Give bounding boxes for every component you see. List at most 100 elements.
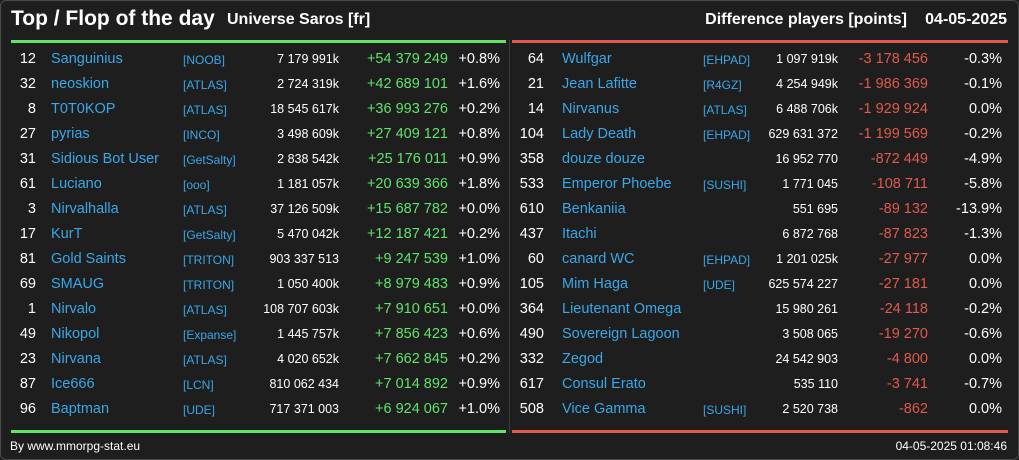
player-name-link[interactable]: Jean Lafitte <box>562 76 637 92</box>
flop-player-row: 60 canard WC [EHPAD] 1 201 025k -27 977 0.0% <box>512 247 1010 272</box>
page-title: Top / Flop of the day <box>11 7 215 30</box>
player-points: 18 545 617k <box>270 102 339 116</box>
points-difference: -862 <box>898 401 928 417</box>
alliance-tag[interactable]: [Expanse] <box>183 328 237 342</box>
player-points: 5 470 042k <box>277 227 339 241</box>
top-player-row: 32 neoskion [ATLAS] 2 724 319k +42 689 101 +1… <box>8 72 506 97</box>
player-points: 4 254 949k <box>776 77 838 91</box>
flop-players-list: 64 Wulfgar [EHPAD] 1 097 919k -3 178 456 -0.3… <box>512 47 1010 422</box>
alliance-tag[interactable]: [ATLAS] <box>183 303 227 317</box>
alliance-tag[interactable]: [ooo] <box>183 178 210 192</box>
alliance-tag[interactable]: [EHPAD] <box>703 253 751 267</box>
alliance-tag[interactable]: [SUSHI] <box>703 178 747 192</box>
percent-change: 0.0% <box>968 401 1002 417</box>
percent-change: -0.6% <box>964 326 1002 342</box>
player-name-link[interactable]: douze douze <box>562 151 646 167</box>
points-difference: -872 449 <box>870 151 928 167</box>
player-rank: 21 <box>527 76 544 92</box>
player-name-link[interactable]: Itachi <box>562 226 597 242</box>
player-name-link[interactable]: Sovereign Lagoon <box>562 326 680 342</box>
points-difference: +42 689 101 <box>366 76 448 92</box>
alliance-tag[interactable]: [GetSalty] <box>183 153 236 167</box>
player-name-link[interactable]: Nikopol <box>51 326 100 342</box>
player-rank: 32 <box>19 76 36 92</box>
alliance-tag[interactable]: [LCN] <box>183 378 214 392</box>
player-name-link[interactable]: pyrias <box>51 126 90 142</box>
percent-change: +0.2% <box>458 351 500 367</box>
player-rank: 508 <box>519 401 544 417</box>
points-difference: -108 711 <box>871 176 928 192</box>
player-name-link[interactable]: canard WC <box>562 251 635 267</box>
player-name-link[interactable]: Luciano <box>51 176 102 192</box>
alliance-tag[interactable]: [GetSalty] <box>183 228 236 242</box>
player-rank: 61 <box>19 176 36 192</box>
player-points: 2 520 738 <box>782 402 838 416</box>
player-name-link[interactable]: Lieutenant Omega <box>562 301 682 317</box>
alliance-tag[interactable]: [INCO] <box>183 128 220 142</box>
player-name-link[interactable]: Lady Death <box>562 126 637 142</box>
alliance-tag[interactable]: [R4GZ] <box>703 78 742 92</box>
player-name-link[interactable]: Mim Haga <box>562 276 629 292</box>
alliance-tag[interactable]: [TRITON] <box>183 253 235 267</box>
player-points: 7 179 991k <box>277 52 339 66</box>
player-name-link[interactable]: Sidious Bot User <box>51 151 159 167</box>
alliance-tag[interactable]: [ATLAS] <box>183 353 227 367</box>
alliance-tag[interactable]: [ATLAS] <box>183 78 227 92</box>
alliance-tag[interactable]: [EHPAD] <box>703 128 751 142</box>
player-points: 4 020 652k <box>277 352 339 366</box>
top-player-row: 81 Gold Saints [TRITON] 903 337 513 +9 247 5… <box>8 247 506 272</box>
player-points: 16 952 770 <box>775 152 838 166</box>
points-difference: -1 199 569 <box>858 126 928 142</box>
player-name-link[interactable]: neoskion <box>51 76 110 92</box>
points-difference: -27 977 <box>878 251 928 267</box>
points-difference: -87 823 <box>878 226 928 242</box>
alliance-tag[interactable]: [UDE] <box>183 403 216 417</box>
player-rank: 27 <box>19 126 36 142</box>
player-name-link[interactable]: T0T0KOP <box>51 101 116 117</box>
player-rank: 96 <box>19 401 36 417</box>
alliance-tag[interactable]: [UDE] <box>703 278 736 292</box>
player-name-link[interactable]: Nirvalhalla <box>51 201 119 217</box>
player-name-link[interactable]: Sanguinius <box>51 51 123 67</box>
player-name-link[interactable]: Nirvalo <box>51 301 97 317</box>
player-name-link[interactable]: Consul Erato <box>562 376 646 392</box>
player-name-link[interactable]: Emperor Phoebe <box>562 176 672 192</box>
player-name-link[interactable]: KurT <box>51 226 83 242</box>
player-name-link[interactable]: Vice Gamma <box>562 401 646 417</box>
alliance-tag[interactable]: [ATLAS] <box>703 103 747 117</box>
alliance-tag[interactable]: [ATLAS] <box>183 203 227 217</box>
flop-player-row: 508 Vice Gamma [SUSHI] 2 520 738 -862 0.0% <box>512 397 1010 422</box>
top-player-row: 3 Nirvalhalla [ATLAS] 37 126 509k +15 687 78… <box>8 197 506 222</box>
player-name-link[interactable]: Benkaniia <box>562 201 626 217</box>
points-difference: -89 132 <box>878 201 928 217</box>
player-points: 1 445 757k <box>277 327 339 341</box>
percent-change: +0.8% <box>458 51 500 67</box>
top-player-row: 8 T0T0KOP [ATLAS] 18 545 617k +36 993 276 +0.… <box>8 97 506 122</box>
points-difference: +12 187 421 <box>366 226 448 242</box>
flop-accent-bar-bottom <box>512 430 1008 433</box>
player-name-link[interactable]: Zegod <box>562 351 604 367</box>
points-difference: +7 856 423 <box>375 326 448 342</box>
alliance-tag[interactable]: [TRITON] <box>183 278 235 292</box>
alliance-tag[interactable]: [ATLAS] <box>183 103 227 117</box>
player-name-link[interactable]: SMAUG <box>51 276 105 292</box>
alliance-tag[interactable]: [EHPAD] <box>703 53 751 67</box>
flop-player-row: 610 Benkaniia 551 695 -89 132 -13.9% <box>512 197 1010 222</box>
player-name-link[interactable]: Baptman <box>51 401 110 417</box>
points-difference: -27 181 <box>878 276 928 292</box>
player-rank: 87 <box>19 376 36 392</box>
player-name-link[interactable]: Wulfgar <box>562 51 612 67</box>
player-name-link[interactable]: Ice666 <box>51 376 95 392</box>
percent-change: -0.2% <box>964 301 1002 317</box>
alliance-tag[interactable]: [NOOB] <box>183 53 226 67</box>
points-difference: +54 379 249 <box>366 51 448 67</box>
player-name-link[interactable]: Nirvanus <box>562 101 620 117</box>
percent-change: +0.9% <box>458 276 500 292</box>
alliance-tag[interactable]: [SUSHI] <box>703 403 747 417</box>
player-rank: 364 <box>519 301 544 317</box>
player-name-link[interactable]: Gold Saints <box>51 251 126 267</box>
points-difference: +9 247 539 <box>375 251 448 267</box>
player-rank: 31 <box>19 151 36 167</box>
percent-change: 0.0% <box>968 351 1002 367</box>
player-name-link[interactable]: Nirvana <box>51 351 101 367</box>
